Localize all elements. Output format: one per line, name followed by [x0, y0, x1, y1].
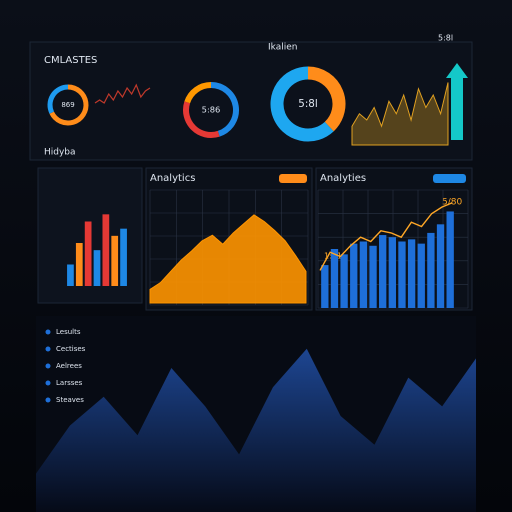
list-bullet	[45, 363, 51, 369]
top-panel	[29, 41, 473, 161]
bar	[321, 265, 329, 308]
badge	[279, 174, 307, 183]
area	[36, 348, 476, 512]
donut-label: 5:8l	[298, 98, 318, 110]
bar	[75, 243, 83, 286]
panel-title: Analyties	[320, 173, 366, 184]
bar	[111, 235, 119, 286]
donut-label: 869	[61, 101, 74, 109]
bar	[446, 211, 454, 308]
donut-segment	[184, 82, 212, 104]
list-item: Lesults	[56, 328, 81, 336]
bar	[93, 250, 101, 286]
list-bullet	[45, 380, 51, 386]
bar	[398, 241, 406, 308]
bar	[330, 249, 339, 308]
line	[319, 202, 453, 271]
bar	[359, 241, 368, 308]
data-label: 5/80	[442, 198, 462, 208]
bar	[388, 237, 396, 308]
footer-label: Hidyba	[44, 148, 76, 158]
bar	[417, 243, 425, 308]
list-item: Aelrees	[56, 362, 82, 370]
list-item: Larsses	[56, 379, 83, 387]
donut-segment	[210, 82, 239, 137]
bar	[369, 245, 377, 308]
bar	[340, 254, 348, 308]
panel-title: Analytics	[150, 173, 195, 184]
list-item: Cectises	[56, 345, 86, 353]
bar	[102, 214, 110, 286]
area	[351, 82, 449, 146]
bar	[350, 243, 358, 308]
list-item: Steaves	[56, 396, 84, 404]
bar	[407, 239, 416, 308]
badge	[433, 174, 466, 183]
bar	[379, 235, 387, 308]
donut-segment	[183, 101, 220, 138]
arrow-icon	[446, 63, 468, 140]
subtitle: Ikalien	[268, 43, 297, 53]
status: 5:8l	[438, 34, 453, 43]
list-bullet	[45, 329, 51, 335]
title: CMLASTES	[44, 55, 97, 66]
donut-segment	[49, 84, 89, 126]
bar	[84, 221, 92, 286]
donut-segment	[47, 84, 69, 114]
bar	[120, 228, 127, 286]
bar	[67, 264, 74, 286]
list-bullet	[45, 346, 51, 352]
donut-segment	[307, 66, 346, 132]
donut-segment	[270, 66, 334, 142]
bar	[436, 224, 445, 308]
line	[94, 83, 151, 104]
bar	[427, 232, 435, 308]
list-bullet	[45, 397, 51, 403]
area	[149, 214, 307, 304]
donut-label: 5:86	[202, 105, 221, 115]
